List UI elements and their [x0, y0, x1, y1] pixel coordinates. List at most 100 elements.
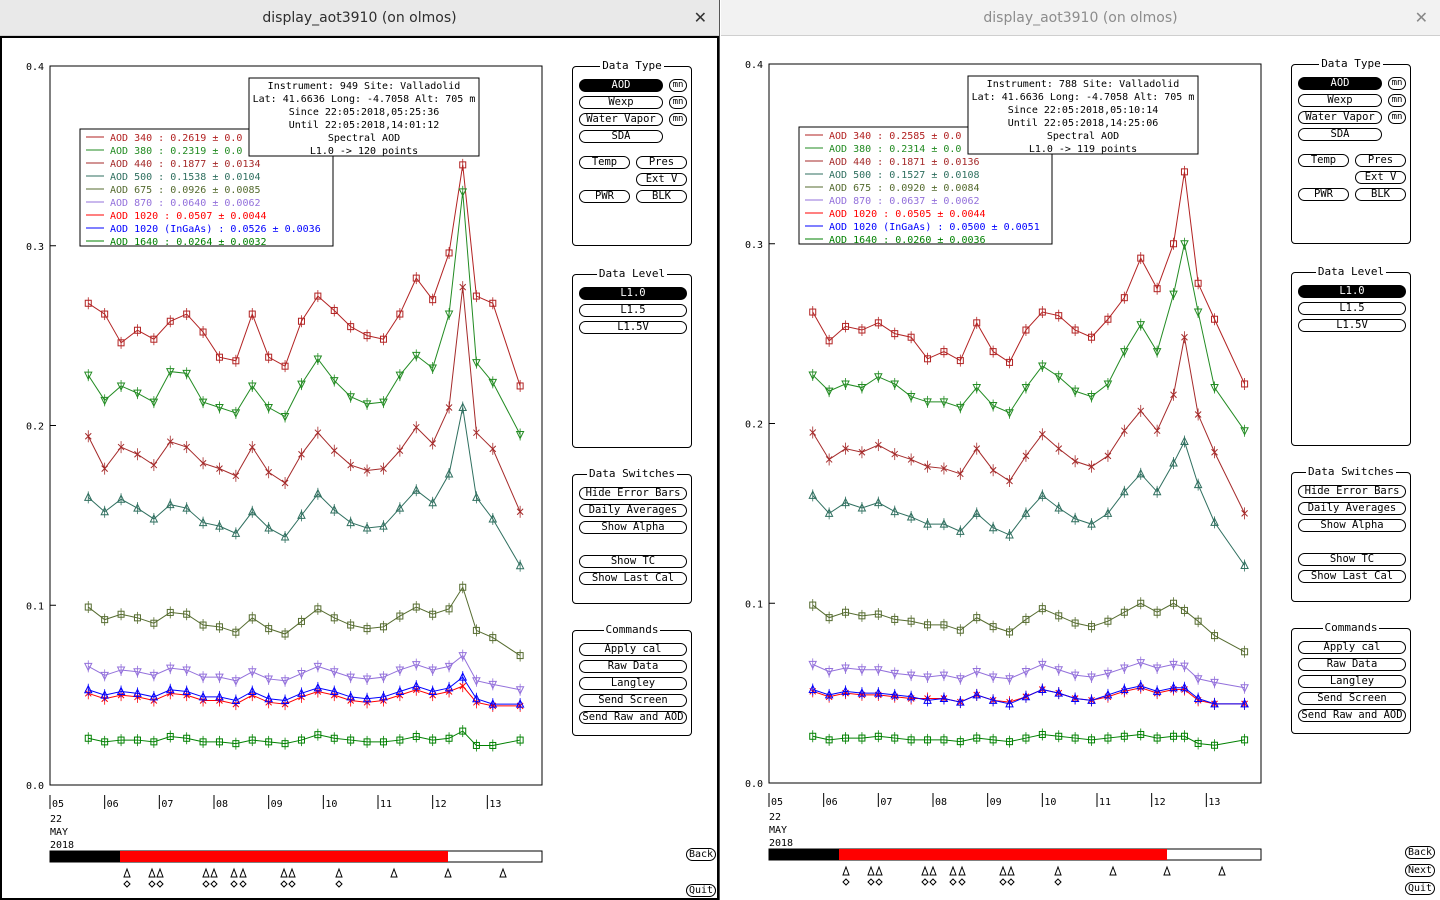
legend-entry: AOD 380 : 0.2314 ± 0.0 — [829, 144, 961, 155]
y-tick-label: 0.3 — [745, 240, 763, 251]
hide-error-bars-button[interactable]: Hide Error Bars — [1298, 485, 1406, 498]
pres-button[interactable]: Pres — [636, 156, 687, 169]
marker-triangle — [202, 867, 210, 878]
hide-error-bars-button[interactable]: Hide Error Bars — [579, 487, 687, 500]
blk-button[interactable]: BLK — [1355, 188, 1406, 201]
pwr-button[interactable]: PWR — [579, 190, 630, 203]
show-alpha-button[interactable]: Show Alpha — [1298, 519, 1406, 532]
aod-button[interactable]: AOD — [579, 79, 663, 92]
pwr-button[interactable]: PWR — [1298, 188, 1349, 201]
show-tc-button[interactable]: Show TC — [1298, 553, 1406, 566]
raw-data-button[interactable]: Raw Data — [579, 660, 687, 673]
wexp-mn-button[interactable]: mn — [669, 96, 687, 109]
level-l15-button[interactable]: L1.5 — [1298, 302, 1406, 315]
send-raw-aod-button[interactable]: Send Raw and AOD — [579, 711, 687, 724]
x-tick-label: 07 — [161, 799, 173, 810]
series-line — [812, 440, 1246, 566]
legend-entry: AOD 380 : 0.2319 ± 0.0 — [110, 146, 242, 157]
sda-button[interactable]: SDA — [1298, 128, 1382, 141]
raw-data-button[interactable]: Raw Data — [1298, 658, 1406, 671]
marker-diamond — [280, 880, 288, 888]
marker-triangle — [335, 867, 343, 878]
show-alpha-button[interactable]: Show Alpha — [579, 521, 687, 534]
aod-button[interactable]: AOD — [1298, 77, 1382, 90]
level-l10-button[interactable]: L1.0 — [579, 287, 687, 300]
water-vapor-mn-button[interactable]: mn — [669, 113, 687, 126]
marker-triangle — [444, 867, 452, 878]
level-l10-button[interactable]: L1.0 — [1298, 285, 1406, 298]
water-vapor-button[interactable]: Water Vapor — [579, 113, 663, 126]
water-vapor-button[interactable]: Water Vapor — [1298, 111, 1382, 124]
show-last-cal-button[interactable]: Show Last Cal — [1298, 570, 1406, 583]
marker-diamond — [239, 880, 247, 888]
wexp-button[interactable]: Wexp — [579, 96, 663, 109]
marker-triangle — [929, 865, 937, 876]
info-instrument-line: Instrument: 949 Site: Valladolid — [268, 81, 461, 92]
close-icon[interactable]: ✕ — [1414, 8, 1428, 27]
titlebar[interactable]: display_aot3910 (on olmos) ✕ — [721, 0, 1440, 36]
y-tick-label: 0.3 — [26, 242, 44, 253]
apply-cal-button[interactable]: Apply cal — [579, 643, 687, 656]
pres-button[interactable]: Pres — [1355, 154, 1406, 167]
marker-triangle — [921, 865, 929, 876]
quit-button[interactable]: Quit — [1405, 882, 1435, 895]
ext-v-button[interactable]: Ext V — [636, 173, 687, 186]
time-bar-dark — [769, 849, 839, 860]
marker-triangle — [1007, 865, 1015, 876]
back-button[interactable]: Back — [686, 848, 716, 861]
back-button[interactable]: Back — [1405, 846, 1435, 859]
date-day: 22 — [50, 814, 62, 825]
temp-button[interactable]: Temp — [579, 156, 630, 169]
marker-diamond — [921, 878, 929, 886]
legend-entry: AOD 1020 : 0.0505 ± 0.0044 — [829, 209, 986, 220]
info-until-line: Until 22:05:2018,14:25:06 — [1008, 118, 1159, 129]
quit-button[interactable]: Quit — [686, 884, 716, 897]
ext-v-button[interactable]: Ext V — [1355, 171, 1406, 184]
y-tick-label: 0.4 — [26, 62, 44, 73]
water-vapor-mn-button[interactable]: mn — [1388, 111, 1406, 124]
aod-mn-button[interactable]: mn — [1388, 77, 1406, 90]
level-l15-button[interactable]: L1.5 — [579, 304, 687, 317]
window-right: display_aot3910 (on olmos) ✕ 0.0 0.1 0.2 0.… — [721, 0, 1440, 900]
level-l15v-button[interactable]: L1.5V — [1298, 319, 1406, 332]
marker-diamond — [999, 878, 1007, 886]
send-screen-button[interactable]: Send Screen — [1298, 692, 1406, 705]
wexp-mn-button[interactable]: mn — [1388, 94, 1406, 107]
commands-panel: Commands Apply cal Raw Data Langley Send… — [572, 623, 692, 736]
show-tc-button[interactable]: Show TC — [579, 555, 687, 568]
marker-triangle — [239, 867, 247, 878]
level-l15v-button[interactable]: L1.5V — [579, 321, 687, 334]
marker-triangle — [1109, 865, 1117, 876]
y-tick-label: 0.2 — [26, 422, 44, 433]
langley-button[interactable]: Langley — [1298, 675, 1406, 688]
daily-averages-button[interactable]: Daily Averages — [1298, 502, 1406, 515]
x-tick-label: 10 — [325, 799, 337, 810]
wexp-button[interactable]: Wexp — [1298, 94, 1382, 107]
send-raw-aod-button[interactable]: Send Raw and AOD — [1298, 709, 1406, 722]
next-button[interactable]: Next — [1405, 864, 1435, 877]
temp-button[interactable]: Temp — [1298, 154, 1349, 167]
titlebar[interactable]: display_aot3910 (on olmos) ✕ — [0, 0, 719, 36]
legend-entry: AOD 440 : 0.1877 ± 0.0134 — [110, 159, 261, 170]
close-icon[interactable]: ✕ — [693, 8, 707, 27]
legend-entry: AOD 1640 : 0.0264 ± 0.0032 — [110, 237, 267, 248]
langley-button[interactable]: Langley — [579, 677, 687, 690]
plot-area: 0.0 0.1 0.2 0.3 0.4 05 06 07 08 09 10 11 12 13 22 MAY 20… — [0, 36, 719, 900]
legend-entry: AOD 500 : 0.1538 ± 0.0104 — [110, 172, 261, 183]
x-tick-label: 09 — [990, 797, 1002, 808]
x-tick-label: 08 — [935, 797, 947, 808]
blk-button[interactable]: BLK — [636, 190, 687, 203]
series-line — [812, 243, 1246, 431]
y-tick-label: 0.2 — [745, 420, 763, 431]
aod-mn-button[interactable]: mn — [669, 79, 687, 92]
daily-averages-button[interactable]: Daily Averages — [579, 504, 687, 517]
show-last-cal-button[interactable]: Show Last Cal — [579, 572, 687, 585]
marker-triangle — [875, 865, 883, 876]
legend-entry: AOD 675 : 0.0926 ± 0.0085 — [110, 185, 261, 196]
panel-title: Data Level — [596, 267, 668, 280]
marker-triangle — [958, 865, 966, 876]
marker-triangle — [210, 867, 218, 878]
send-screen-button[interactable]: Send Screen — [579, 694, 687, 707]
apply-cal-button[interactable]: Apply cal — [1298, 641, 1406, 654]
sda-button[interactable]: SDA — [579, 130, 663, 143]
